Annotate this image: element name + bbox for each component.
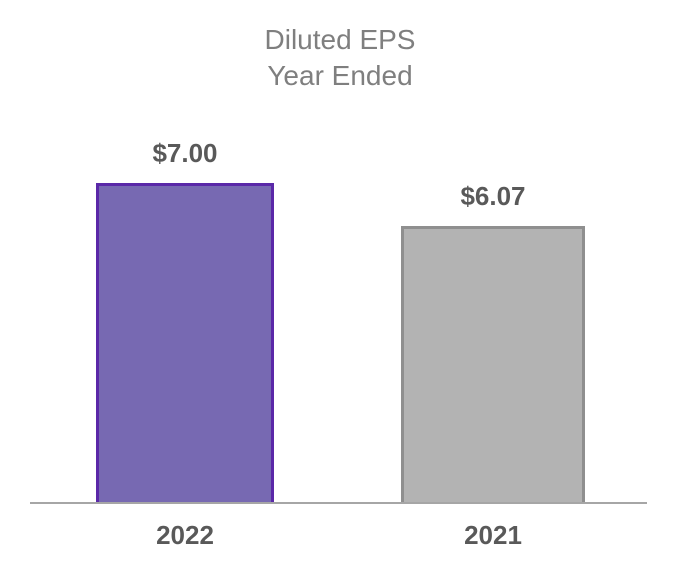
chart-title-line-2: Year Ended	[267, 60, 413, 91]
category-label-2022: 2022	[156, 520, 214, 550]
bar-2021	[401, 226, 585, 503]
value-label-2022: $7.00	[152, 138, 218, 168]
value-label-2021: $6.07	[460, 181, 526, 211]
category-label-2021: 2021	[464, 520, 522, 550]
chart-title: Diluted EPS Year Ended	[0, 22, 680, 94]
bar-2022	[96, 183, 274, 503]
x-axis-line	[30, 502, 647, 504]
chart-title-line-1: Diluted EPS	[264, 24, 416, 55]
